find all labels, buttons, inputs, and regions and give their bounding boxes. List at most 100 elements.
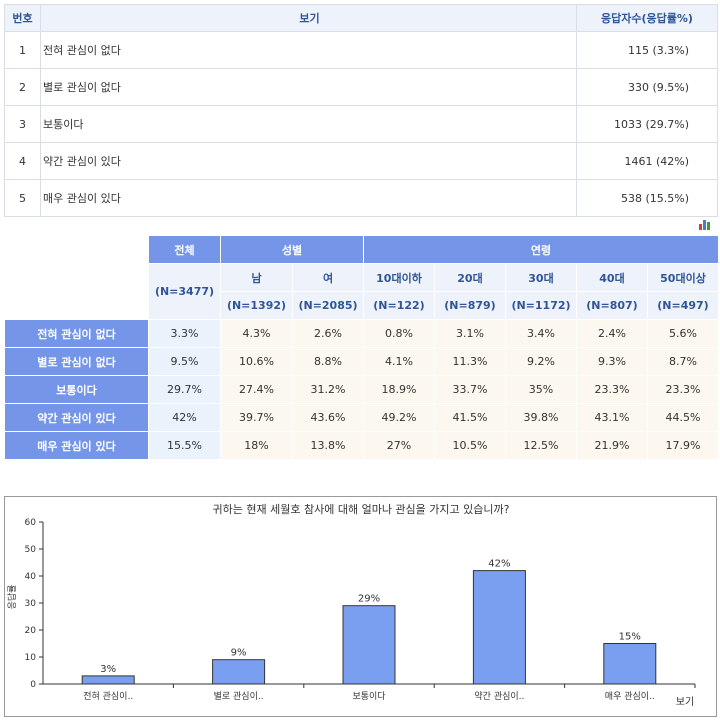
sub-header: 30대	[505, 263, 577, 292]
group-header-gender: 성별	[220, 235, 364, 264]
cross-cell: 13.8%	[292, 431, 364, 460]
chart-x-tick-label: 매우 관심이..	[605, 691, 655, 702]
cross-cell: 35%	[505, 375, 577, 404]
chart-bar	[342, 605, 396, 685]
cross-cell: 2.6%	[292, 319, 364, 348]
cross-row: 전혀 관심이 없다 3.3% 4.3% 2.6% 0.8% 3.1% 3.4% 2.4% 5.6…	[4, 319, 719, 348]
sub-header-n: (N=1172)	[505, 291, 577, 320]
cross-cell: 3.4%	[505, 319, 577, 348]
cross-cell: 23.3%	[647, 375, 719, 404]
cross-row: 별로 관심이 없다 9.5% 10.6% 8.8% 4.1% 11.3% 9.2% 9.3% 8…	[4, 347, 719, 376]
chart-y-tick-label: 50	[25, 545, 37, 555]
header-no: 번호	[4, 4, 41, 32]
sub-header: 10대이하	[363, 263, 435, 292]
response-table: 번호 보기 응답자수(응답률%) 1 전혀 관심이 없다 115 (3.3%) 2 별로…	[4, 4, 718, 217]
sub-header: 남	[220, 263, 293, 292]
chart-bar	[603, 643, 657, 685]
response-row-option: 약간 관심이 있다	[40, 142, 577, 180]
sub-header-n: (N=1392)	[220, 291, 293, 320]
chart-bar	[81, 675, 135, 685]
cross-cell: 27.4%	[220, 375, 293, 404]
sub-header: 50대이상	[647, 263, 719, 292]
cross-cell: 8.7%	[647, 347, 719, 376]
chart-x-tick-label: 별로 관심이..	[214, 691, 264, 702]
chart-xlabel: 보기	[676, 696, 694, 708]
cross-row-label: 매우 관심이 있다	[4, 431, 149, 460]
sub-header-n: (N=497)	[647, 291, 719, 320]
cross-row: 매우 관심이 있다 15.5% 18% 13.8% 27% 10.5% 12.5% 21.9%…	[4, 431, 719, 460]
cross-cell: 41.5%	[434, 403, 506, 432]
cross-cell: 42%	[148, 403, 221, 432]
response-row-no: 1	[4, 31, 41, 69]
response-row: 1 전혀 관심이 없다 115 (3.3%)	[4, 31, 718, 69]
chart-data-label: 9%	[231, 648, 247, 659]
cross-row: 약간 관심이 있다 42% 39.7% 43.6% 49.2% 41.5% 39.8% 43.…	[4, 403, 719, 432]
cross-cell: 11.3%	[434, 347, 506, 376]
response-row-no: 4	[4, 142, 41, 180]
bar-chart: 귀하는 현재 세월호 참사에 대해 얼마나 관심을 가지고 있습니까? 응답률 …	[4, 496, 717, 717]
chart-y-tick-label: 40	[25, 572, 37, 582]
cross-cell: 8.8%	[292, 347, 364, 376]
chart-y-tick-label: 30	[25, 599, 37, 609]
chart-y-tick-label: 10	[25, 653, 37, 663]
response-row-option: 별로 관심이 없다	[40, 68, 577, 106]
sub-header: 20대	[434, 263, 506, 292]
group-header-age: 연령	[363, 235, 719, 264]
response-row-count: 1033 (29.7%)	[576, 105, 718, 143]
bar-chart-icon[interactable]	[697, 218, 713, 230]
cross-cell: 23.3%	[576, 375, 648, 404]
chart-y-tick-label: 0	[30, 680, 36, 690]
bar-chart-icon-bar	[699, 224, 702, 230]
response-table-header: 번호 보기 응답자수(응답률%)	[4, 4, 718, 32]
header-option: 보기	[40, 4, 577, 32]
bar-chart-icon-bar	[707, 222, 710, 230]
cross-cell: 39.8%	[505, 403, 577, 432]
cross-cell: 4.1%	[363, 347, 435, 376]
response-row: 2 별로 관심이 없다 330 (9.5%)	[4, 68, 718, 106]
sub-header-n: (N=2085)	[292, 291, 364, 320]
cross-row-label: 별로 관심이 없다	[4, 347, 149, 376]
cross-cell: 18.9%	[363, 375, 435, 404]
total-n: (N=3477)	[148, 263, 221, 320]
cross-cell: 4.3%	[220, 319, 293, 348]
cross-cell: 18%	[220, 431, 293, 460]
cross-cell: 2.4%	[576, 319, 648, 348]
cross-cell: 44.5%	[647, 403, 719, 432]
response-row-count: 115 (3.3%)	[576, 31, 718, 69]
cross-row: 보통이다 29.7% 27.4% 31.2% 18.9% 33.7% 35% 23.3% 23.…	[4, 375, 719, 404]
sub-header: 40대	[576, 263, 648, 292]
sub-header-n: (N=122)	[363, 291, 435, 320]
response-row-no: 2	[4, 68, 41, 106]
cross-cell: 33.7%	[434, 375, 506, 404]
bar-chart-svg: 귀하는 현재 세월호 참사에 대해 얼마나 관심을 가지고 있습니까? 응답률 …	[6, 502, 696, 708]
cross-cell: 39.7%	[220, 403, 293, 432]
chart-title: 귀하는 현재 세월호 참사에 대해 얼마나 관심을 가지고 있습니까?	[213, 502, 510, 516]
chart-ylabel: 응답률	[6, 585, 18, 610]
chart-bar	[472, 570, 526, 685]
cross-cell: 49.2%	[363, 403, 435, 432]
cross-cell: 29.7%	[148, 375, 221, 404]
cross-table-corner	[4, 235, 149, 320]
response-row-no: 3	[4, 105, 41, 143]
response-row-count: 1461 (42%)	[576, 142, 718, 180]
cross-cell: 0.8%	[363, 319, 435, 348]
cross-cell: 9.2%	[505, 347, 577, 376]
cross-cell: 27%	[363, 431, 435, 460]
chart-bar	[212, 659, 266, 685]
cross-cell: 15.5%	[148, 431, 221, 460]
cross-cell: 21.9%	[576, 431, 648, 460]
response-row: 5 매우 관심이 있다 538 (15.5%)	[4, 179, 718, 217]
cross-cell: 10.5%	[434, 431, 506, 460]
chart-data-label: 29%	[358, 594, 380, 605]
header-count: 응답자수(응답률%)	[576, 4, 718, 32]
cross-row-label: 약간 관심이 있다	[4, 403, 149, 432]
response-row-option: 전혀 관심이 없다	[40, 31, 577, 69]
cross-cell: 31.2%	[292, 375, 364, 404]
response-row-count: 330 (9.5%)	[576, 68, 718, 106]
cross-cell: 17.9%	[647, 431, 719, 460]
chart-data-label: 42%	[488, 559, 510, 570]
chart-x-tick-label: 전혀 관심이..	[83, 691, 133, 702]
response-row-no: 5	[4, 179, 41, 217]
chart-y-tick-label: 60	[25, 518, 37, 528]
cross-cell: 3.3%	[148, 319, 221, 348]
